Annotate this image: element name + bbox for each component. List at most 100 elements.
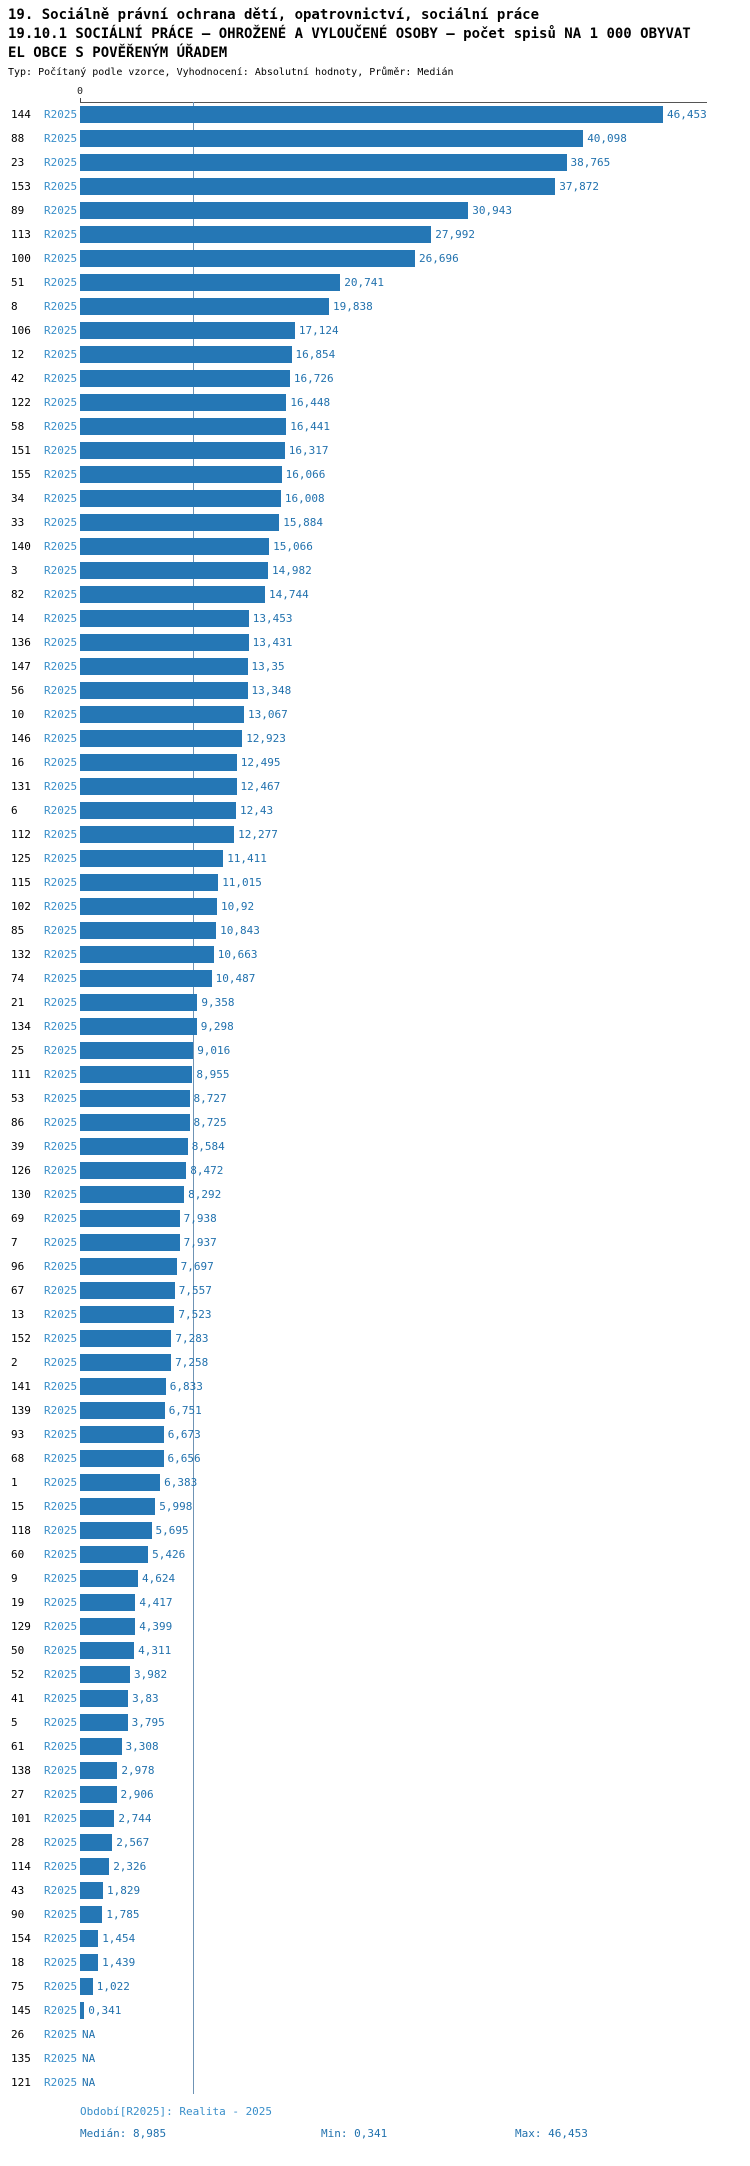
bar-row: 88 R2025 40,098 (0, 126, 750, 150)
value-label: 16,854 (295, 347, 336, 361)
series-label: R2025 (44, 419, 78, 433)
bar (80, 1497, 156, 1515)
bar-row: 118 R2025 5,695 (0, 1518, 750, 1542)
bar-row: 102 R2025 10,92 (0, 894, 750, 918)
bar (80, 1737, 122, 1755)
series-label: R2025 (44, 107, 78, 121)
row-id: 86 (11, 1115, 25, 1129)
value-label: 2,326 (113, 1859, 147, 1873)
bar-row: 141 R2025 6,833 (0, 1374, 750, 1398)
row-id: 13 (11, 1307, 25, 1321)
bar-row: 61 R2025 3,308 (0, 1734, 750, 1758)
bar-row: 56 R2025 13,348 (0, 678, 750, 702)
bar-row: 41 R2025 3,83 (0, 1686, 750, 1710)
bar (80, 1785, 117, 1803)
bar-row: 50 R2025 4,311 (0, 1638, 750, 1662)
bar-row: 28 R2025 2,567 (0, 1830, 750, 1854)
row-id: 139 (11, 1403, 31, 1417)
value-label: 6,833 (169, 1379, 203, 1393)
row-id: 145 (11, 2003, 31, 2017)
bar (80, 1569, 138, 1587)
row-id: 101 (11, 1811, 31, 1825)
row-id: 67 (11, 1283, 25, 1297)
na-value-label: NA (82, 2051, 96, 2065)
row-id: 136 (11, 635, 31, 649)
min-stat: Min: 0,341 (321, 2127, 388, 2140)
bar (80, 945, 214, 963)
series-label: R2025 (44, 803, 78, 817)
bar (80, 1281, 175, 1299)
row-id: 89 (11, 203, 25, 217)
row-id: 126 (11, 1163, 31, 1177)
series-label: R2025 (44, 1331, 78, 1345)
value-label: 1,022 (96, 1979, 130, 1993)
row-id: 74 (11, 971, 25, 985)
bar (80, 969, 212, 987)
bar (80, 921, 217, 939)
value-label: 27,992 (435, 227, 476, 241)
row-id: 28 (11, 1835, 25, 1849)
row-id: 141 (11, 1379, 31, 1393)
bar (80, 249, 415, 267)
value-label: 12,467 (240, 779, 281, 793)
bar (80, 681, 248, 699)
bar (80, 1809, 115, 1827)
bar-row: 18 R2025 1,439 (0, 1950, 750, 1974)
bar-row: 129 R2025 4,399 (0, 1614, 750, 1638)
series-label: R2025 (44, 923, 78, 937)
row-id: 114 (11, 1859, 31, 1873)
bar (80, 897, 217, 915)
row-id: 42 (11, 371, 25, 385)
value-label: 6,751 (168, 1403, 202, 1417)
bar (80, 417, 287, 435)
value-label: 6,673 (167, 1427, 201, 1441)
value-label: 1,785 (106, 1907, 140, 1921)
value-label: 7,283 (175, 1331, 209, 1345)
bar (80, 1593, 136, 1611)
value-label: 5,695 (155, 1523, 189, 1537)
bar (80, 1857, 110, 1875)
value-label: 8,725 (193, 1115, 227, 1129)
row-id: 10 (11, 707, 25, 721)
max-stat: Max: 46,453 (515, 2127, 588, 2140)
indicator-subtitle: Typ: Počítaný podle vzorce, Vyhodnocení:… (8, 67, 454, 78)
value-label: 3,308 (125, 1739, 159, 1753)
series-label: R2025 (44, 1115, 78, 1129)
bar-row: 138 R2025 2,978 (0, 1758, 750, 1782)
series-label: R2025 (44, 779, 78, 793)
bar-row: 9 R2025 4,624 (0, 1566, 750, 1590)
value-label: 7,258 (175, 1355, 209, 1369)
bar-row: 101 R2025 2,744 (0, 1806, 750, 1830)
value-label: 16,441 (290, 419, 331, 433)
series-label: R2025 (44, 515, 78, 529)
bar-row: 8 R2025 19,838 (0, 294, 750, 318)
bar (80, 633, 249, 651)
series-label: R2025 (44, 347, 78, 361)
series-label: R2025 (44, 179, 78, 193)
row-id: 69 (11, 1211, 25, 1225)
series-label: R2025 (44, 755, 78, 769)
row-id: 135 (11, 2051, 31, 2065)
report-header: 19. Sociálně právní ochrana dětí, opatro… (0, 0, 750, 80)
bar-row: 135 R2025 NA (0, 2046, 750, 2070)
series-label: R2025 (44, 1715, 78, 1729)
value-label: 0,341 (88, 2003, 122, 2017)
row-id: 121 (11, 2075, 31, 2089)
bar-row: 5 R2025 3,795 (0, 1710, 750, 1734)
value-label: 5,426 (152, 1547, 186, 1561)
row-id: 7 (11, 1235, 18, 1249)
bar-row: 82 R2025 14,744 (0, 582, 750, 606)
series-label: R2025 (44, 1571, 78, 1585)
series-label: R2025 (44, 659, 78, 673)
value-label: 6,383 (164, 1475, 198, 1489)
row-id: 90 (11, 1907, 25, 1921)
bar (80, 465, 282, 483)
row-id: 8 (11, 299, 18, 313)
series-label: R2025 (44, 1259, 78, 1273)
bar-row: 7 R2025 7,937 (0, 1230, 750, 1254)
bar (80, 1473, 161, 1491)
bar (80, 1065, 193, 1083)
value-label: 12,495 (240, 755, 281, 769)
na-value-label: NA (82, 2027, 96, 2041)
bar (80, 1257, 177, 1275)
